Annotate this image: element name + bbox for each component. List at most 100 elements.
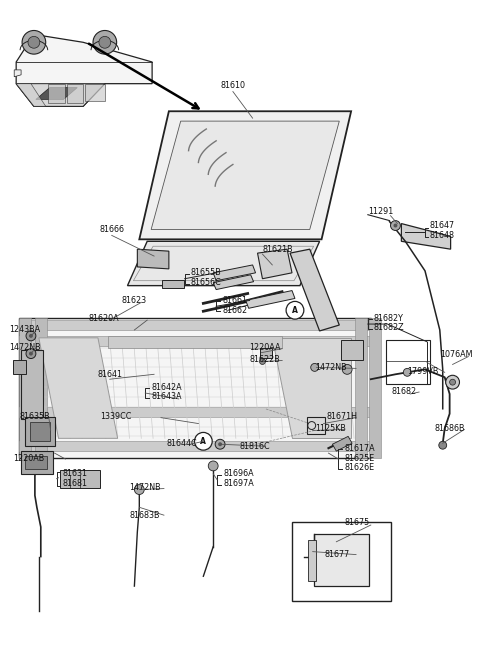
Circle shape (446, 375, 459, 389)
Polygon shape (48, 84, 65, 103)
Polygon shape (21, 350, 43, 419)
Polygon shape (39, 338, 118, 438)
Circle shape (215, 440, 225, 449)
Text: 81675: 81675 (344, 517, 370, 527)
Polygon shape (128, 241, 320, 286)
Text: 1799VB: 1799VB (407, 367, 439, 376)
Circle shape (99, 37, 111, 48)
Circle shape (450, 379, 456, 385)
Text: 81610: 81610 (220, 81, 245, 90)
Polygon shape (401, 223, 451, 249)
Text: 81648: 81648 (430, 231, 455, 240)
Polygon shape (25, 456, 47, 469)
Text: 81662: 81662 (222, 306, 247, 315)
Text: 81683B: 81683B (130, 511, 160, 519)
Polygon shape (151, 121, 339, 229)
Text: 1220AA: 1220AA (250, 343, 281, 352)
Polygon shape (332, 436, 352, 451)
Polygon shape (19, 336, 371, 346)
Text: 81682Z: 81682Z (374, 324, 405, 333)
Text: A: A (201, 437, 206, 446)
Circle shape (311, 364, 319, 371)
Text: 81697A: 81697A (223, 479, 254, 488)
Text: 81635B: 81635B (19, 412, 50, 421)
Polygon shape (19, 318, 31, 458)
Text: 81647: 81647 (430, 221, 455, 230)
Text: A: A (292, 306, 298, 315)
Polygon shape (213, 275, 253, 290)
Circle shape (197, 436, 209, 447)
Polygon shape (341, 340, 363, 360)
Circle shape (29, 334, 33, 338)
Polygon shape (21, 451, 53, 474)
Circle shape (194, 432, 212, 450)
Polygon shape (19, 320, 371, 330)
Text: 81682: 81682 (392, 386, 417, 396)
Bar (292, 522, 391, 601)
Circle shape (439, 441, 447, 449)
Text: 81661: 81661 (222, 296, 247, 305)
Polygon shape (35, 318, 47, 458)
Circle shape (134, 485, 144, 495)
Text: 81623: 81623 (121, 296, 147, 305)
Polygon shape (16, 84, 105, 106)
Text: 81656C: 81656C (191, 278, 221, 287)
Circle shape (22, 31, 46, 54)
Text: 81682Y: 81682Y (374, 314, 404, 323)
Text: 81677: 81677 (324, 550, 350, 559)
Circle shape (26, 348, 36, 358)
Polygon shape (290, 249, 339, 331)
Circle shape (403, 368, 411, 376)
Polygon shape (213, 265, 255, 281)
Polygon shape (19, 318, 371, 458)
Circle shape (208, 461, 218, 471)
Text: 81617A: 81617A (344, 443, 375, 453)
Polygon shape (19, 407, 371, 417)
Polygon shape (162, 280, 184, 288)
Text: 81626E: 81626E (344, 463, 374, 472)
Polygon shape (60, 470, 100, 487)
Text: 81622B: 81622B (250, 355, 280, 364)
Text: 81643A: 81643A (151, 392, 181, 402)
Circle shape (218, 442, 222, 446)
Circle shape (26, 331, 36, 341)
Text: 11291: 11291 (368, 207, 393, 216)
Polygon shape (369, 318, 381, 458)
Text: 81641: 81641 (98, 370, 123, 379)
Text: 1220AB: 1220AB (13, 453, 45, 462)
Circle shape (260, 358, 265, 364)
Text: 81655B: 81655B (191, 269, 221, 277)
Text: 1243BA: 1243BA (9, 326, 40, 335)
Text: 81671H: 81671H (326, 412, 358, 421)
Polygon shape (25, 417, 55, 446)
Text: 1125KB: 1125KB (315, 424, 346, 433)
Text: 81631: 81631 (62, 469, 87, 478)
Circle shape (29, 352, 33, 356)
Text: 81620A: 81620A (88, 314, 119, 323)
Text: 1472NB: 1472NB (9, 343, 41, 352)
Polygon shape (108, 336, 282, 348)
Polygon shape (19, 441, 371, 451)
Circle shape (342, 364, 352, 374)
Polygon shape (246, 291, 295, 309)
Polygon shape (137, 249, 169, 269)
Polygon shape (355, 318, 367, 458)
Circle shape (286, 301, 304, 319)
Text: 1339CC: 1339CC (100, 412, 131, 421)
Polygon shape (139, 111, 351, 239)
Polygon shape (314, 534, 369, 586)
Text: 81696A: 81696A (223, 469, 253, 478)
Text: 81621B: 81621B (263, 245, 293, 253)
Polygon shape (30, 422, 49, 441)
Text: 81816C: 81816C (240, 441, 270, 451)
Text: 81625E: 81625E (344, 453, 374, 462)
Circle shape (93, 31, 117, 54)
Polygon shape (67, 84, 83, 103)
Circle shape (394, 223, 397, 227)
Polygon shape (272, 338, 351, 438)
Polygon shape (258, 249, 292, 279)
Polygon shape (14, 70, 21, 77)
Circle shape (28, 37, 40, 48)
Circle shape (391, 221, 400, 231)
Text: 81642A: 81642A (151, 383, 182, 392)
